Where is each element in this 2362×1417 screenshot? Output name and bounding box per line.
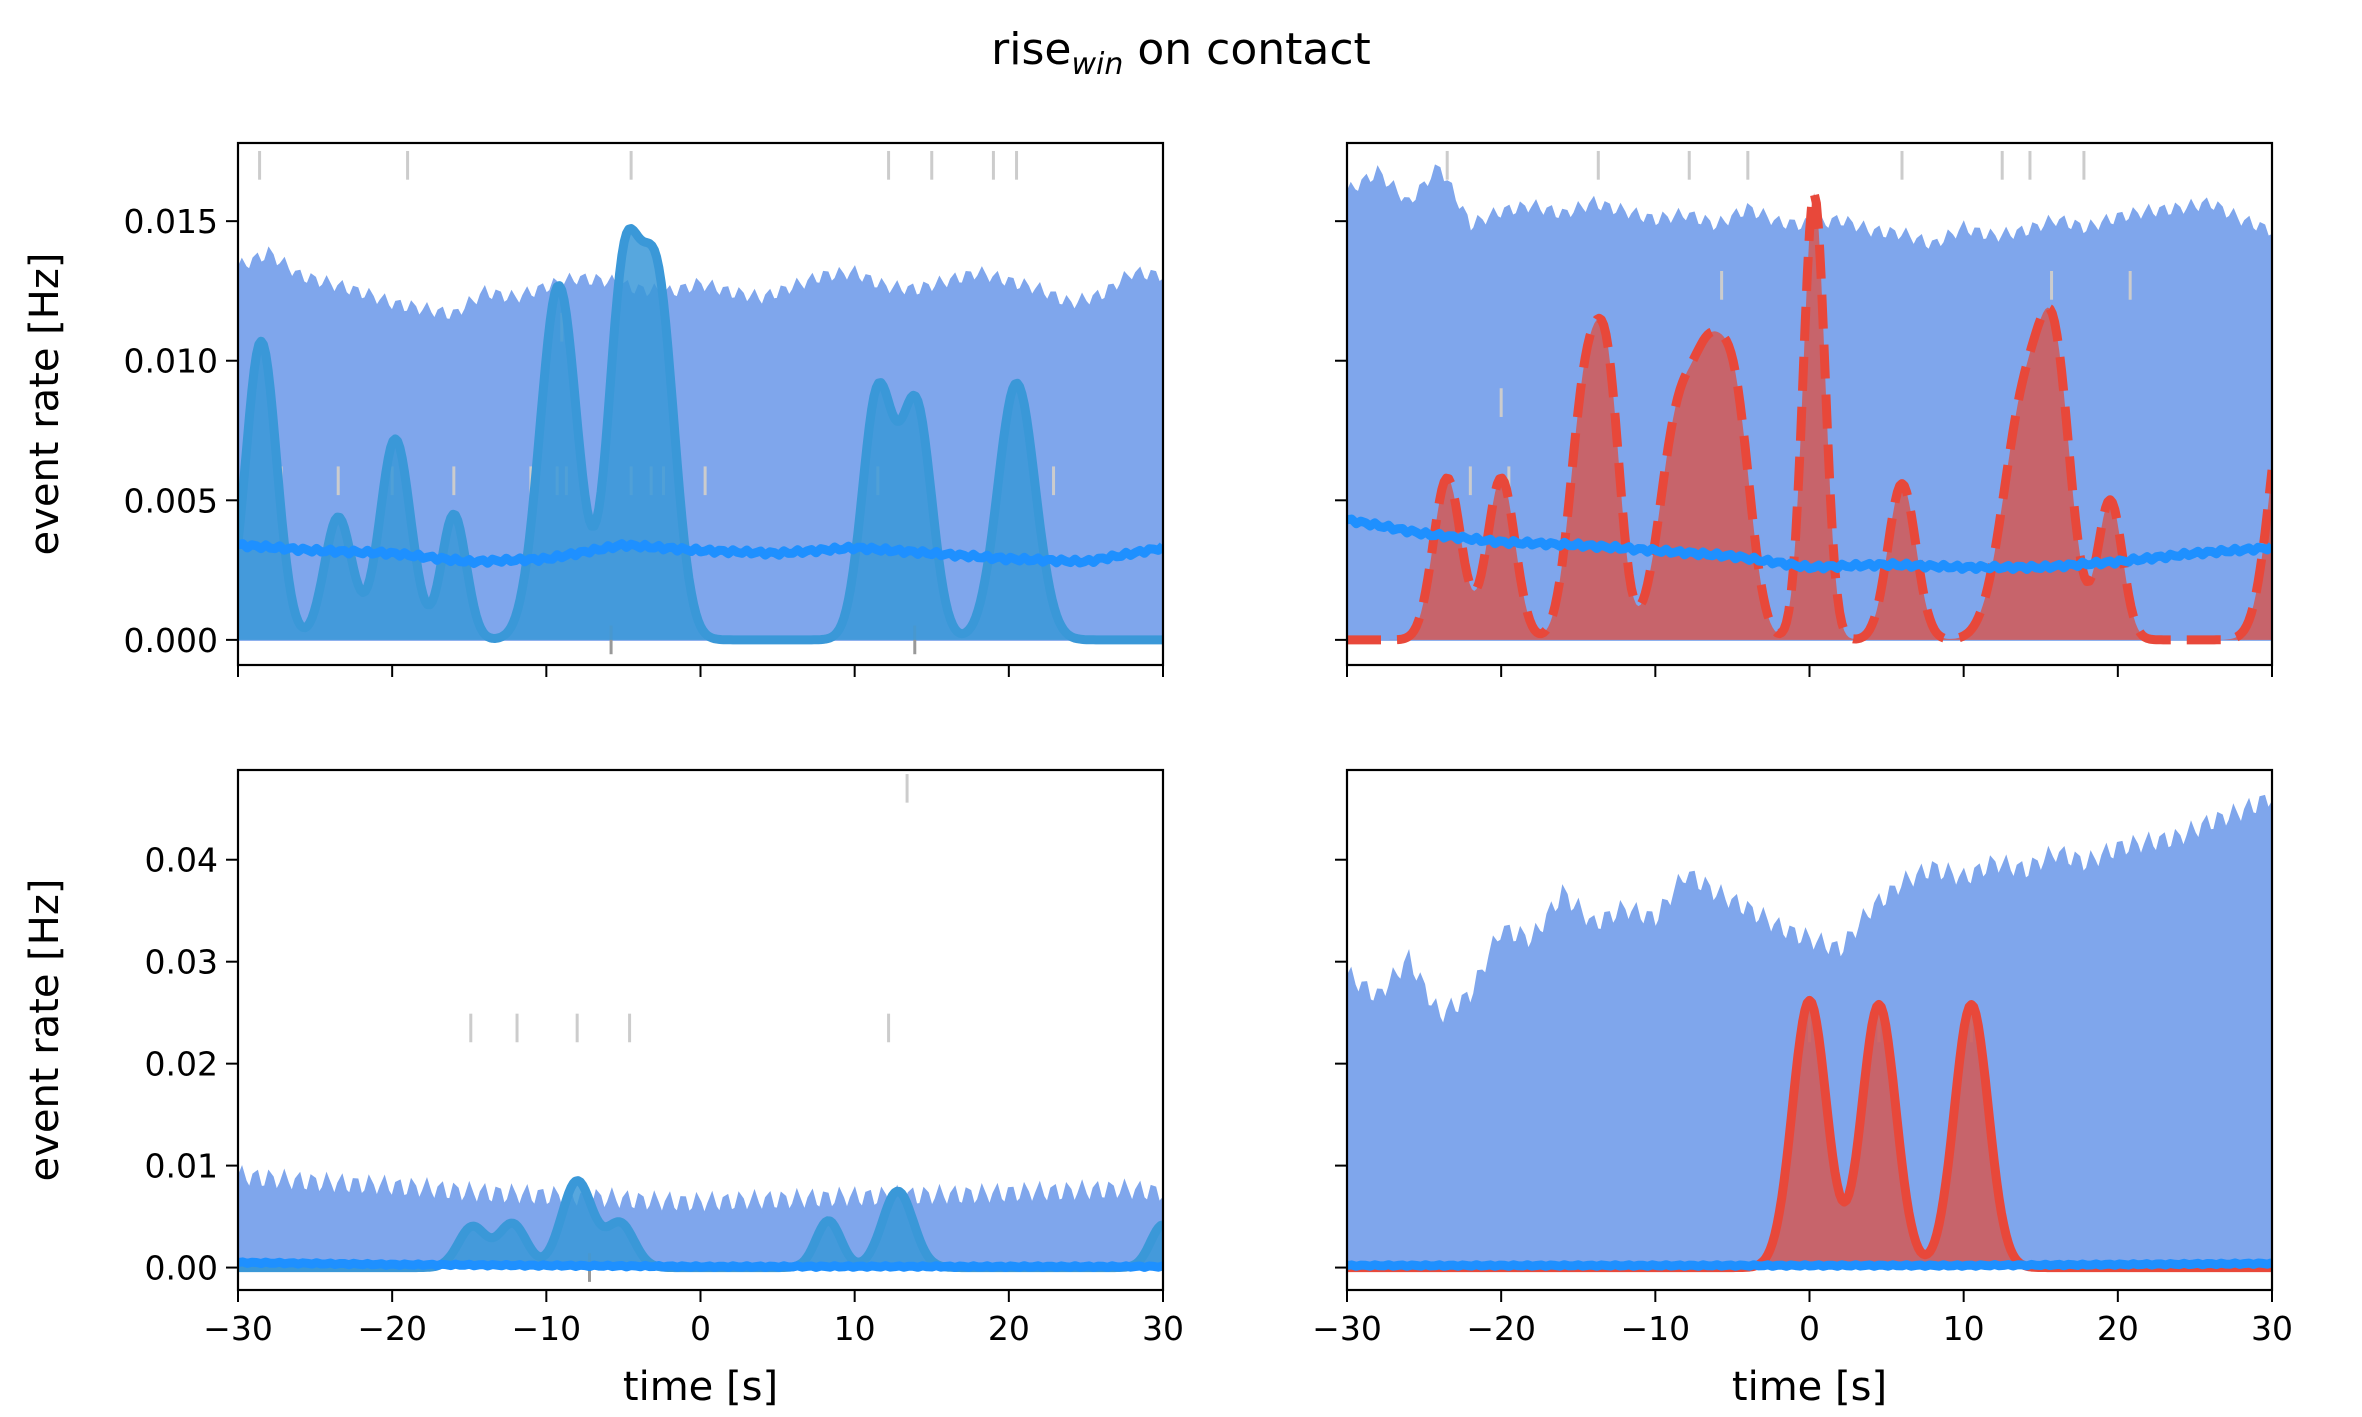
y-tick-label: 0.00 — [145, 1249, 218, 1288]
plot-area — [238, 150, 1163, 655]
x-tick-label: −10 — [1621, 1309, 1691, 1348]
x-tick-label: −10 — [512, 1309, 582, 1348]
x-tick-label: 30 — [2251, 1309, 2293, 1348]
title-main: rise — [991, 24, 1071, 75]
trace-line — [238, 224, 1163, 645]
median-line — [1347, 514, 2272, 574]
y-tick-label: 0.02 — [145, 1045, 218, 1084]
x-tick-label: −20 — [1466, 1309, 1536, 1348]
panel-bottom-left: −30 −20 −10 0 10 20 30 0.00 0.01 0.02 0.03 0.04 time… — [22, 768, 1184, 1410]
median-line — [238, 1257, 1163, 1272]
y-tick-label: 0.010 — [124, 342, 218, 381]
plot-area — [238, 774, 1163, 1282]
y-tick-label: 0.015 — [124, 202, 218, 241]
median-line — [238, 539, 1163, 568]
panel-bottom-right: −30 −20 −10 0 10 20 30 time [s] — [1312, 768, 2293, 1410]
trace-fill — [1347, 1000, 2272, 1268]
x-axis-label: time [s] — [623, 1364, 778, 1410]
y-axis-label: event rate [Hz] — [22, 879, 68, 1182]
panel-top-left: 0.000 0.005 0.010 0.015 event rate [Hz] — [22, 141, 1165, 677]
title-rest: on contact — [1123, 24, 1370, 75]
median-line — [1347, 1258, 2272, 1271]
panel-top-right — [1335, 141, 2274, 677]
y-tick-label: 0.04 — [145, 841, 218, 880]
x-axis-label: time [s] — [1732, 1364, 1887, 1410]
trace-line — [1347, 188, 2272, 645]
y-tick-label: 0.000 — [124, 621, 218, 660]
x-tick-label: 20 — [988, 1309, 1030, 1348]
y-axis-label: event rate [Hz] — [22, 253, 68, 556]
trace-fill — [1347, 193, 2272, 640]
y-tick-label: 0.03 — [145, 943, 218, 982]
x-tick-label: 0 — [690, 1309, 711, 1348]
trace-fill — [238, 1180, 1163, 1268]
figure-title: risewin on contact — [991, 24, 1371, 82]
x-tick-label: 0 — [1799, 1309, 1820, 1348]
x-tick-label: 10 — [834, 1309, 876, 1348]
x-tick-label: −30 — [1312, 1309, 1382, 1348]
envelope-area — [238, 1165, 1163, 1269]
y-tick-label: 0.005 — [124, 481, 218, 520]
x-tick-label: 10 — [1943, 1309, 1985, 1348]
plot-area — [1347, 150, 2272, 645]
y-tick-label: 0.01 — [145, 1147, 218, 1186]
plot-area — [1347, 794, 2272, 1273]
x-tick-label: −20 — [357, 1309, 427, 1348]
title-subscript: win — [1071, 47, 1123, 82]
x-tick-label: −30 — [203, 1309, 273, 1348]
x-tick-label: 20 — [2097, 1309, 2139, 1348]
x-tick-label: 30 — [1142, 1309, 1184, 1348]
